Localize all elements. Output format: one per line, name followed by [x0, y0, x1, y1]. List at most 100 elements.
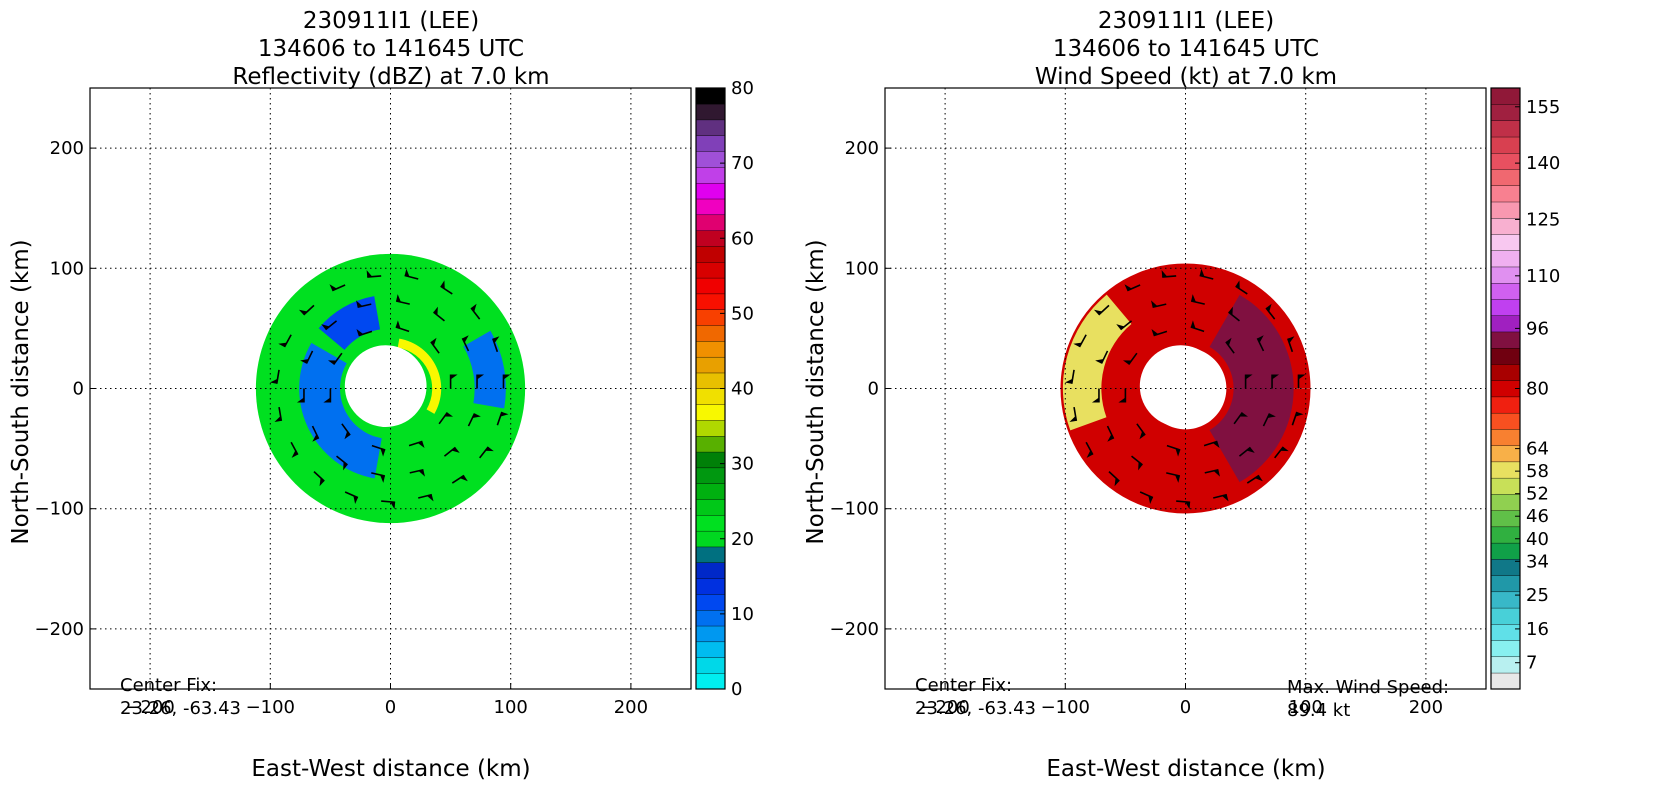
colorbar-tick-label: 52 — [1526, 484, 1549, 505]
colorbar-tick-label: 80 — [731, 78, 754, 99]
panel-reflectivity: 230911I1 (LEE) 134606 to 141645 UTC Refl… — [8, 8, 754, 782]
colorbar-tick-label: 0 — [731, 679, 742, 700]
colorbar-tick-label: 30 — [731, 454, 754, 475]
colorbar-segment — [695, 578, 726, 595]
wind-barb-flag — [1064, 378, 1073, 384]
wind-barb — [1162, 275, 1177, 278]
colorbar-segment — [695, 151, 726, 168]
x-tick-label: −100 — [246, 697, 295, 718]
colorbar-segment — [695, 103, 726, 121]
title-line-1: 230911I1 (LEE) — [1098, 8, 1274, 34]
title-line-2: 134606 to 141645 UTC — [1053, 36, 1319, 62]
title-line-3: Reflectivity (dBZ) at 7.0 km — [232, 64, 549, 90]
colorbar-segment — [695, 609, 726, 627]
wind-barb — [443, 446, 456, 457]
colorbar-segment — [1490, 477, 1521, 495]
wind-barb-flag — [471, 303, 477, 312]
wind-barb — [1199, 274, 1214, 280]
wind-barb — [430, 341, 440, 354]
colorbar-segment — [1490, 623, 1521, 641]
colorbar-segment — [695, 214, 726, 231]
colorbar-segment — [1490, 331, 1521, 349]
colorbar-segment — [695, 404, 726, 421]
wind-barb-flag — [503, 374, 511, 380]
wind-barb-flag — [1280, 446, 1289, 452]
wind-barb-flag — [353, 495, 358, 505]
title-line-1: 230911I1 (LEE) — [303, 8, 479, 34]
wind-barb — [283, 334, 292, 348]
grid — [90, 88, 691, 689]
wind-barb-flag — [312, 434, 319, 442]
wind-barb-flag — [327, 360, 337, 365]
wind-barb-flag — [1114, 477, 1120, 487]
x-tick-label: 0 — [1180, 697, 1191, 718]
colorbar-segment — [695, 309, 726, 326]
wind-barb-flag — [1107, 434, 1114, 442]
colorbar-segment — [1490, 298, 1521, 316]
data-field — [1060, 263, 1311, 514]
colorbar-tick-label: 60 — [731, 228, 754, 249]
wind-barb-flag — [1272, 374, 1280, 380]
colorbar-segment — [1490, 445, 1521, 463]
wind-barb — [305, 350, 314, 364]
wind-barb — [290, 441, 299, 455]
wind-barb-flag — [380, 448, 386, 457]
colorbar-segment — [1490, 217, 1521, 235]
wind-barb — [325, 320, 338, 331]
colorbar-tick-label: 10 — [731, 604, 754, 625]
wind-barb-flag — [344, 431, 351, 440]
wind-barb-flag — [451, 447, 460, 453]
colorbar-segment — [695, 483, 726, 500]
wind-barb-flag — [1246, 447, 1255, 453]
colorbar-segment — [695, 293, 726, 310]
wind-barb-flag — [1298, 374, 1306, 380]
plot-area-reflectivity: −200 −100 0 100 200 −200 −100 0 100 200 — [35, 87, 692, 718]
wind-barb — [371, 472, 386, 477]
y-tick-label: −100 — [830, 499, 879, 520]
wind-barb — [1078, 334, 1087, 348]
wind-barb-flag — [356, 300, 363, 308]
wind-barb-flag — [430, 337, 437, 346]
x-tick-label: 0 — [385, 697, 396, 718]
wind-barb-flag — [1257, 335, 1264, 343]
colorbar-segment — [695, 166, 726, 184]
wind-barb-flag — [390, 501, 396, 510]
colorbar-segment — [695, 245, 726, 263]
y-tick-label: −100 — [35, 499, 84, 520]
colorbar-segment — [695, 435, 726, 453]
y-tick-label: 100 — [50, 258, 84, 279]
wind-barb-flag — [321, 324, 330, 330]
wind-barb — [1190, 326, 1205, 333]
wind-barb-flag — [1287, 336, 1295, 344]
wind-barb-flag — [1235, 280, 1240, 289]
wind-barb — [1203, 440, 1218, 447]
colorbar-tick-label: 50 — [731, 303, 754, 324]
wind-barb-flag — [1175, 448, 1181, 457]
y-tick-label: 0 — [73, 379, 84, 400]
y-tick-label: 200 — [50, 138, 84, 159]
wind-barb-flag — [459, 475, 468, 482]
wind-barb-flag — [298, 309, 308, 315]
wind-barb-flag — [1086, 450, 1093, 458]
x-axis-label: East-West distance (km) — [1046, 756, 1325, 782]
colorbar-segment — [1490, 152, 1521, 170]
wind-barb — [1235, 285, 1248, 295]
colorbar-tick-label: 40 — [1526, 529, 1549, 550]
wind-barb-flag — [433, 306, 438, 316]
wind-barb — [331, 284, 346, 292]
wind-barb — [1265, 307, 1276, 320]
wind-barb-flag — [1185, 501, 1191, 510]
wind-barb-flag — [450, 374, 458, 380]
wind-barb — [344, 491, 359, 499]
y-tick-label: −200 — [830, 619, 879, 640]
title-line-2: 134606 to 141645 UTC — [258, 36, 524, 62]
wind-barb-flag — [444, 412, 454, 417]
wind-barb-flag — [291, 450, 298, 458]
colorbar-segment — [1490, 412, 1521, 430]
colorbar-segment — [1490, 542, 1521, 560]
wind-barb-flag — [1118, 397, 1126, 403]
wind-barb-flag — [418, 469, 425, 477]
wind-barb-flag — [1239, 412, 1249, 417]
wind-barb-flag — [319, 477, 325, 487]
